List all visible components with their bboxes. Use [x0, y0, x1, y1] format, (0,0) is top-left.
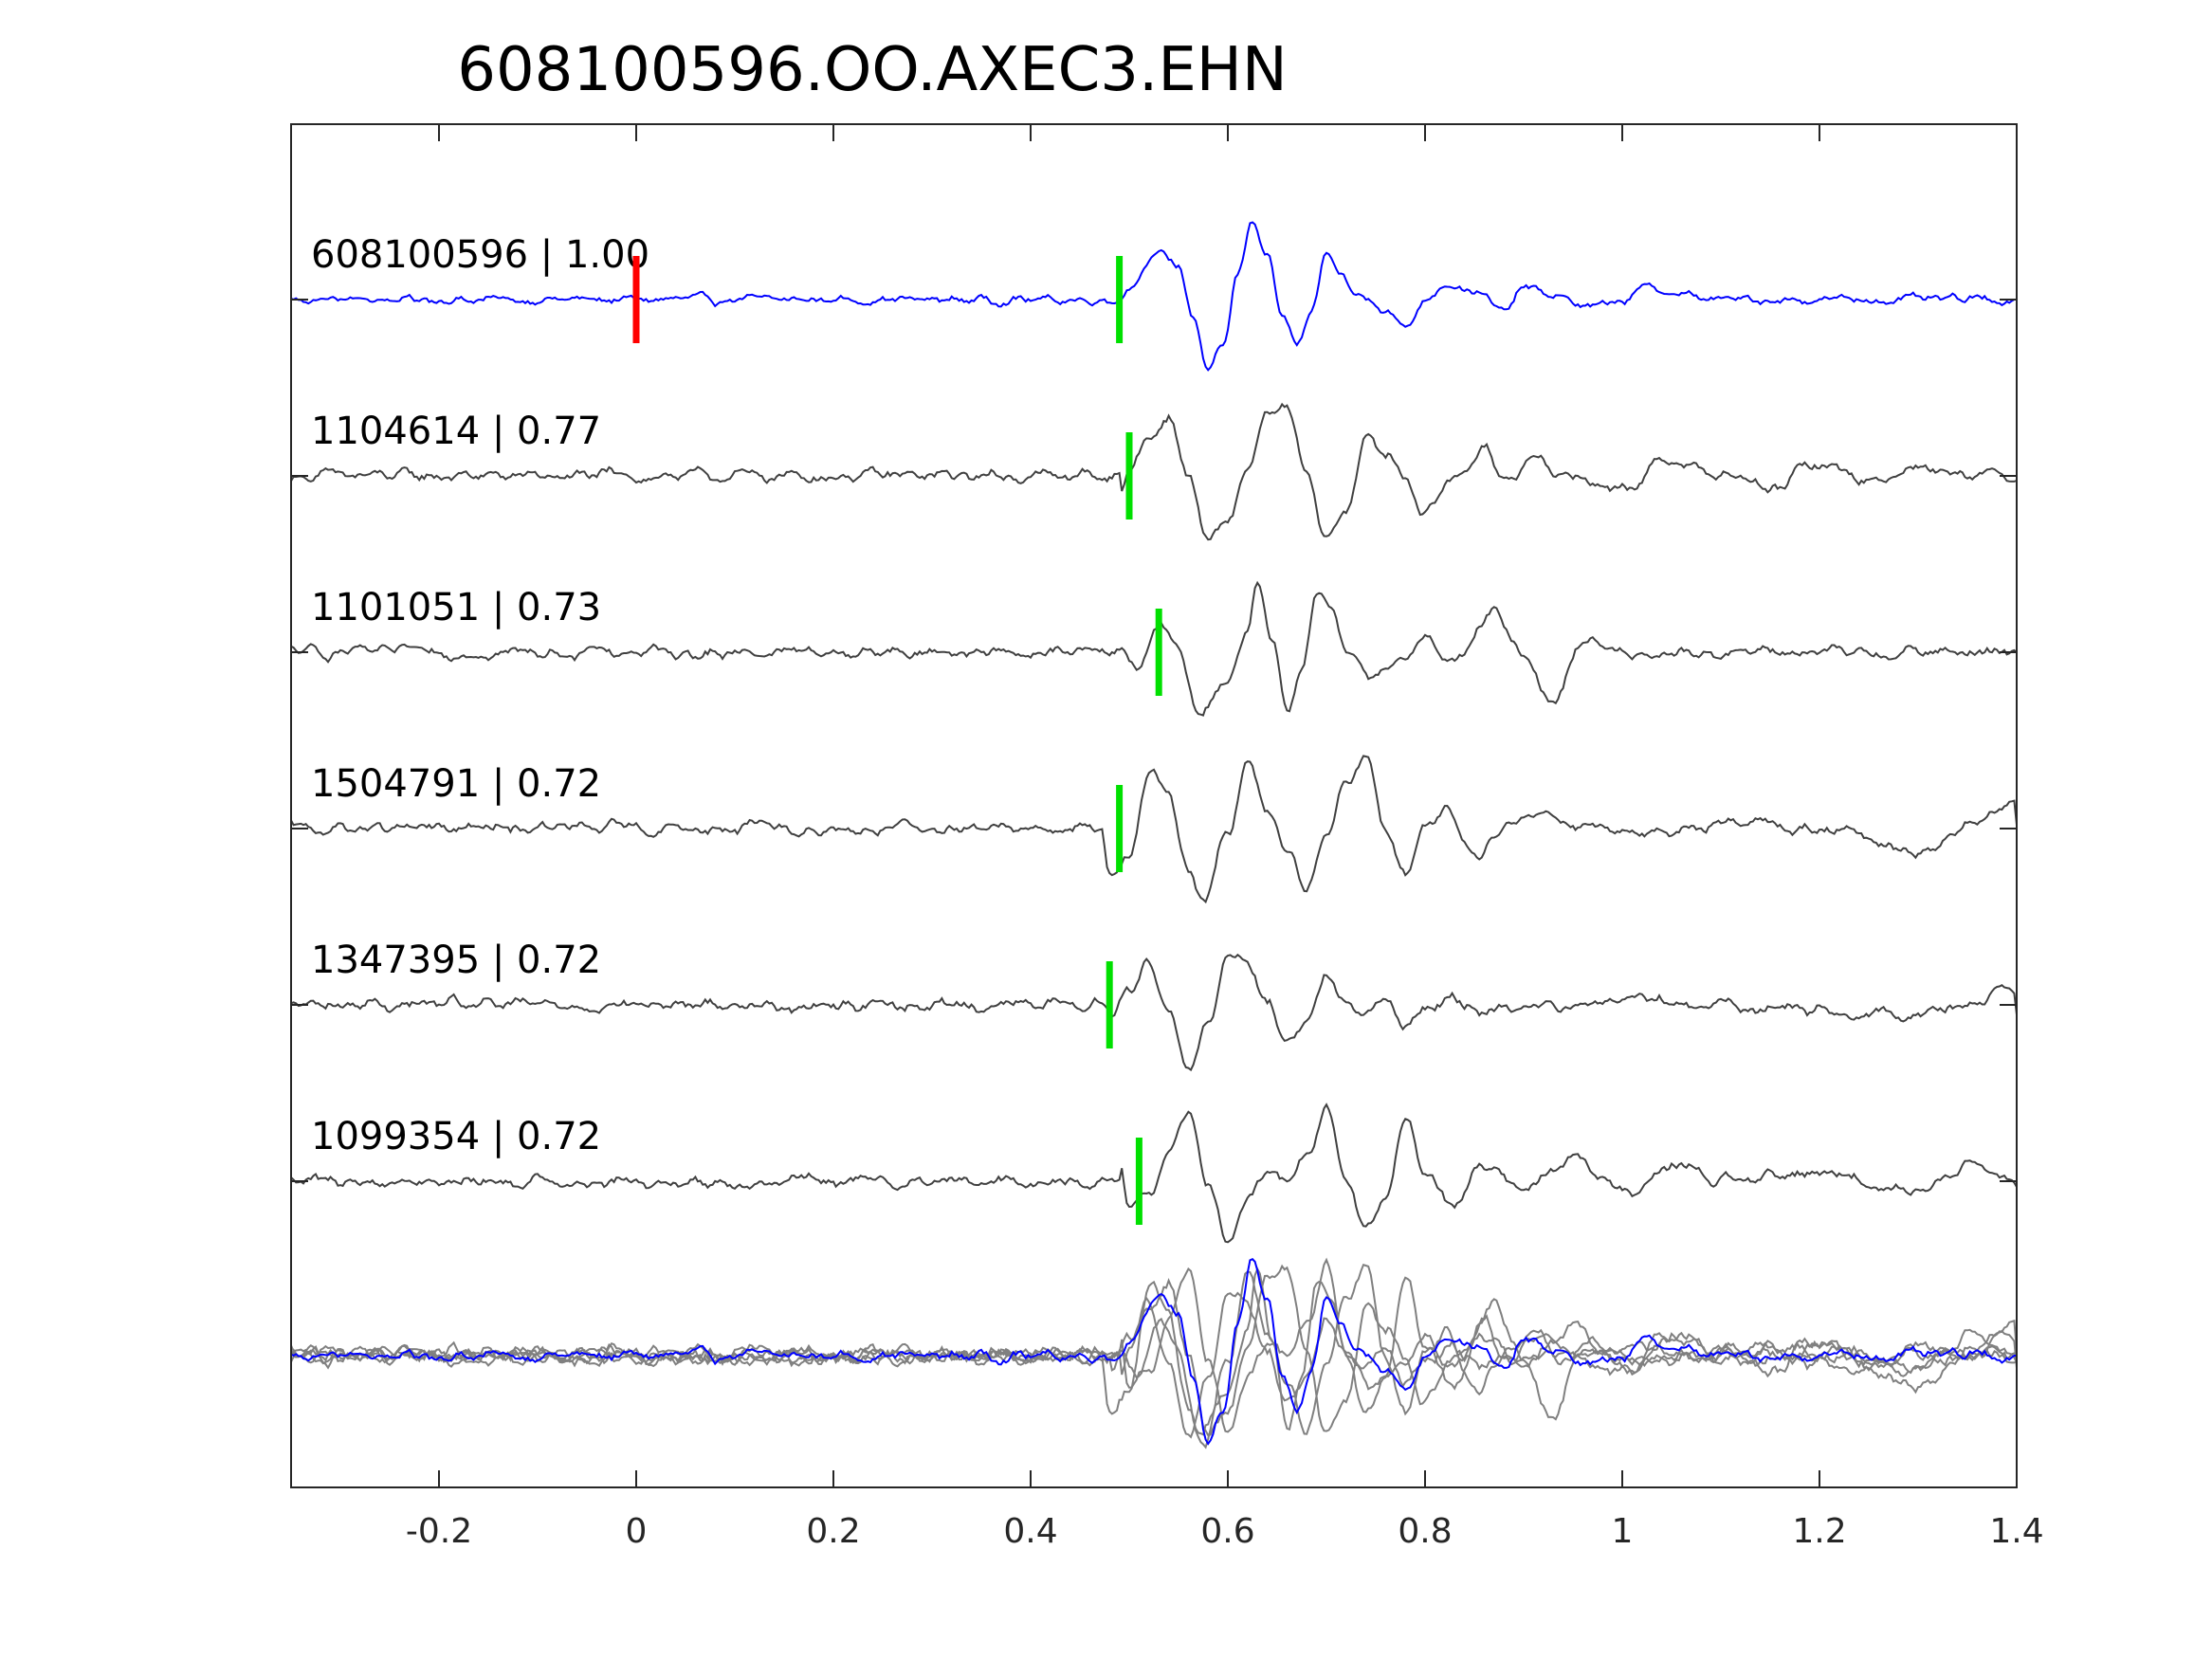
trace-label: 1101051 | 0.73 — [311, 586, 601, 629]
plot-area: 608100596 | 1.00 1104614 | 0.77 1101051 | … — [290, 221, 2018, 1449]
overlay-trace-1104614 — [290, 1264, 2018, 1437]
trace-1104614: 1104614 | 0.77 — [290, 402, 2018, 541]
x-tick-label: 0.2 — [806, 1512, 860, 1551]
overlay-trace-1101051 — [290, 1267, 2018, 1436]
x-tick-label: 0.8 — [1398, 1512, 1452, 1551]
trace-label: 1347395 | 0.72 — [311, 939, 601, 982]
x-tick-label: 1.2 — [1792, 1512, 1846, 1551]
trace-608100596: 608100596 | 1.00 — [290, 221, 2017, 372]
trace-line — [290, 1103, 2018, 1244]
trace-label: 1099354 | 0.72 — [311, 1115, 601, 1158]
trace-line — [290, 755, 2018, 904]
trace-line — [290, 580, 2018, 717]
trace-label: 1504791 | 0.72 — [311, 762, 601, 806]
x-tick-label: 0.4 — [1003, 1512, 1057, 1551]
trace-1101051: 1101051 | 0.73 — [290, 580, 2018, 717]
x-axis: -0.2 0 0.2 0.4 0.6 0.8 1 1.2 1.4 — [406, 124, 2044, 1551]
trace-line — [290, 402, 2018, 541]
x-tick-label: 1.4 — [1989, 1512, 2043, 1551]
axes-box — [290, 123, 2018, 1488]
x-tick-label: 0.6 — [1200, 1512, 1254, 1551]
x-tick-label: -0.2 — [406, 1512, 472, 1551]
overlay-stack — [290, 1257, 2018, 1449]
trace-line — [290, 221, 2017, 372]
trace-line — [290, 953, 2018, 1072]
trace-label: 1104614 | 0.77 — [311, 410, 601, 453]
x-tick-label: 1 — [1612, 1512, 1634, 1551]
trace-1504791: 1504791 | 0.72 — [290, 755, 2018, 904]
trace-1099354: 1099354 | 0.72 — [290, 1103, 2018, 1244]
trace-1347395: 1347395 | 0.72 — [290, 939, 2018, 1072]
x-tick-label: 0 — [626, 1512, 648, 1551]
overlay-trace-1099354 — [290, 1257, 2018, 1433]
chart-title: 608100596.OO.AXEC3.EHN — [457, 35, 1288, 105]
overlay-trace-608100596 — [290, 1258, 2017, 1446]
trace-label: 608100596 | 1.00 — [311, 233, 649, 277]
